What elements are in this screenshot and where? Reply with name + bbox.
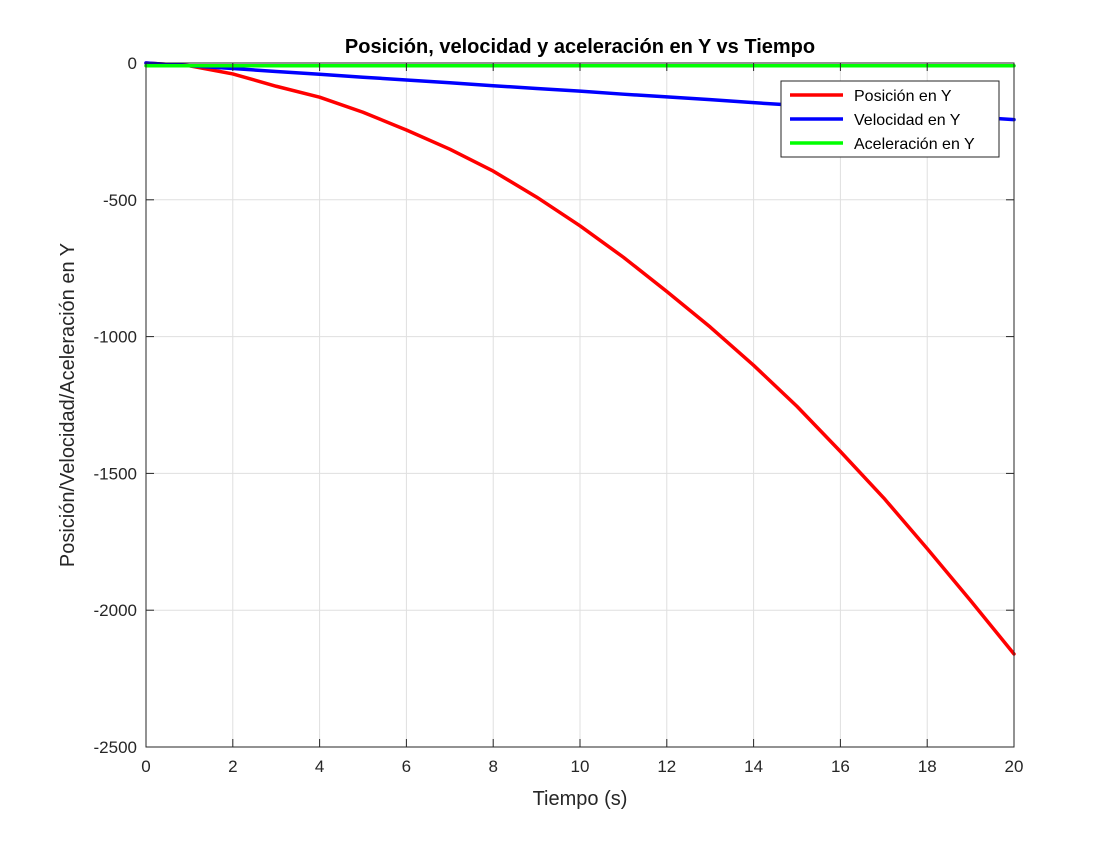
x-tick-label: 20: [1005, 757, 1024, 776]
legend-label: Aceleración en Y: [854, 136, 975, 153]
y-tick-label: -2000: [94, 601, 137, 620]
legend-label: Velocidad en Y: [854, 112, 961, 129]
x-tick-label: 6: [402, 757, 411, 776]
y-tick-label: -500: [103, 191, 137, 210]
x-tick-label: 16: [831, 757, 850, 776]
x-axis-title: Tiempo (s): [533, 788, 628, 810]
y-tick-label: 0: [128, 54, 137, 73]
x-tick-label: 14: [744, 757, 763, 776]
legend: Posición en Y Velocidad en Y Aceleración e…: [780, 80, 1000, 158]
x-tick-label: 2: [228, 757, 237, 776]
y-tick-label: -1000: [94, 328, 137, 347]
x-tick-label: 0: [141, 757, 150, 776]
x-tick-label: 18: [918, 757, 937, 776]
x-tick-label: 4: [315, 757, 324, 776]
x-tick-label: 10: [571, 757, 590, 776]
series-line-1: [144, 61, 1016, 656]
x-tick-label: 12: [657, 757, 676, 776]
legend-label: Posición en Y: [854, 88, 952, 105]
y-tick-label: -1500: [94, 464, 137, 483]
y-axis-title: Posición/Velocidad/Aceleración en Y: [57, 243, 79, 567]
ticks: 0 2 4 6 8 10 12 14 16 18 20 0 -500 -1000 -1500 -2000 -25…: [94, 54, 1024, 776]
x-tick-label: 8: [488, 757, 497, 776]
y-tick-label: -2500: [94, 738, 137, 757]
chart-title: Posición, velocidad y aceleración en Y v…: [345, 36, 815, 58]
